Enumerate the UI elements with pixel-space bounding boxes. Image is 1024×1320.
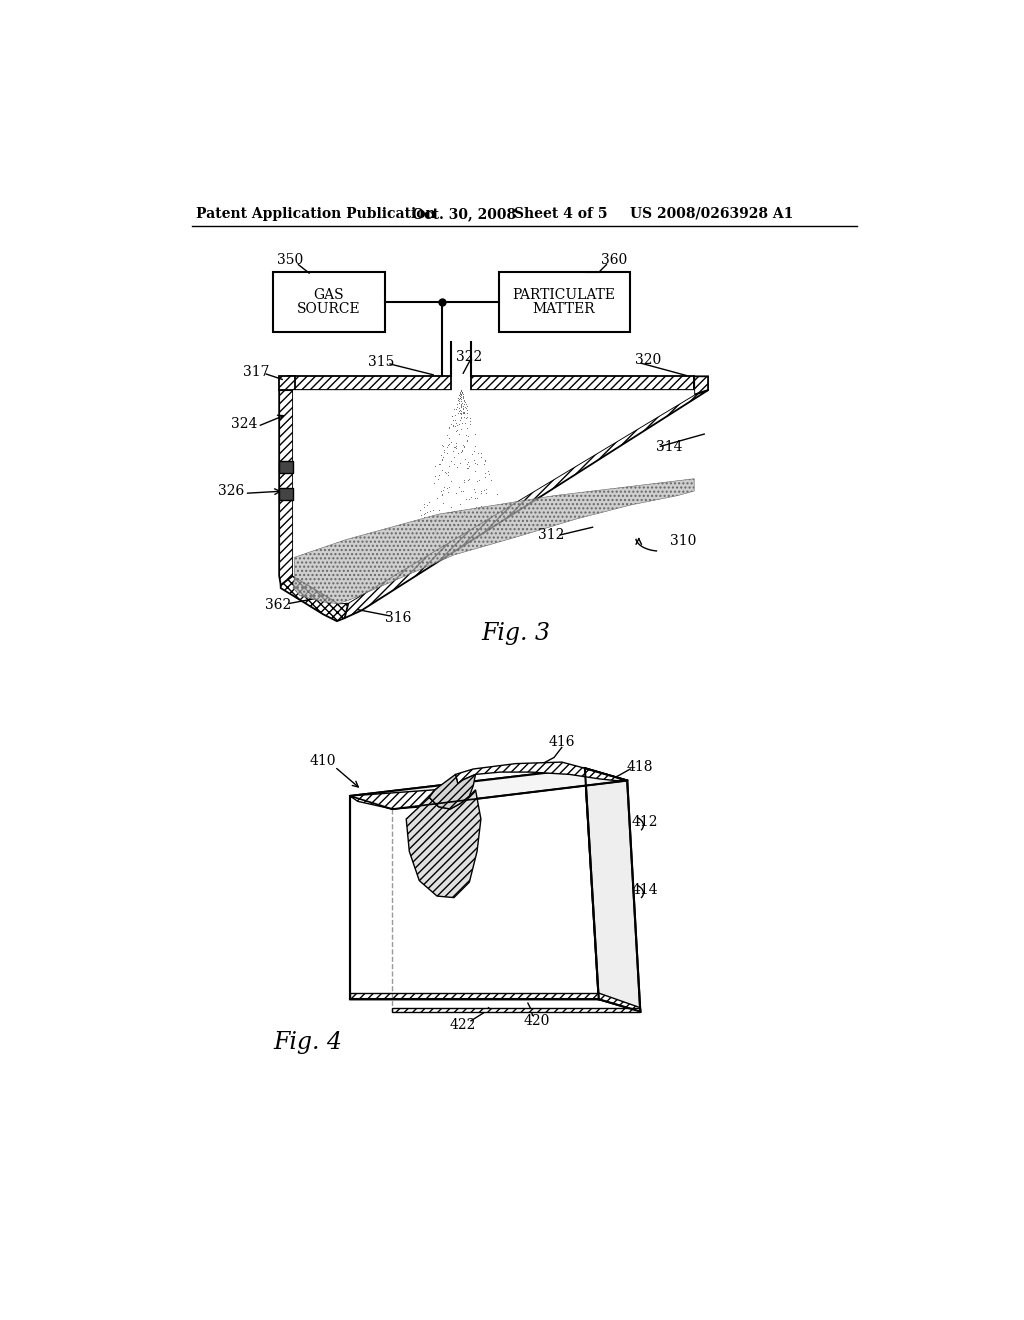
- Polygon shape: [293, 479, 694, 603]
- Polygon shape: [471, 376, 694, 391]
- Bar: [273, 272, 385, 333]
- Text: 416: 416: [549, 735, 575, 748]
- Text: 317: 317: [243, 366, 269, 379]
- Text: 314: 314: [656, 440, 683, 454]
- Text: 320: 320: [635, 354, 662, 367]
- Polygon shape: [585, 768, 640, 1011]
- Polygon shape: [599, 993, 640, 1011]
- Polygon shape: [456, 762, 628, 784]
- Text: 412: 412: [632, 816, 658, 829]
- Text: 418: 418: [627, 760, 653, 774]
- Polygon shape: [339, 391, 708, 618]
- Text: 324: 324: [231, 417, 258, 432]
- Bar: [280, 488, 293, 499]
- Text: 414: 414: [632, 883, 658, 896]
- Text: 326: 326: [217, 484, 244, 498]
- Text: GAS: GAS: [313, 289, 344, 302]
- Bar: [280, 461, 293, 473]
- Text: 310: 310: [671, 535, 696, 548]
- Text: 362: 362: [265, 598, 292, 612]
- Text: MATTER: MATTER: [532, 302, 595, 317]
- Text: 422: 422: [450, 1018, 476, 1032]
- Polygon shape: [350, 768, 599, 999]
- Text: 316: 316: [385, 611, 412, 626]
- Polygon shape: [281, 576, 348, 622]
- Polygon shape: [350, 768, 628, 809]
- Text: Oct. 30, 2008: Oct. 30, 2008: [412, 207, 516, 220]
- Text: Fig. 3: Fig. 3: [481, 622, 550, 645]
- Polygon shape: [350, 993, 599, 999]
- Text: SOURCE: SOURCE: [297, 302, 360, 317]
- Text: 360: 360: [601, 253, 628, 267]
- Text: PARTICULATE: PARTICULATE: [513, 289, 615, 302]
- Polygon shape: [293, 391, 694, 603]
- Polygon shape: [694, 376, 708, 395]
- Polygon shape: [407, 789, 481, 898]
- Text: US 2008/0263928 A1: US 2008/0263928 A1: [630, 207, 793, 220]
- Polygon shape: [429, 775, 475, 809]
- Polygon shape: [350, 789, 435, 809]
- Text: Fig. 4: Fig. 4: [273, 1031, 342, 1053]
- Text: 322: 322: [457, 350, 482, 364]
- Bar: [499, 272, 630, 333]
- Polygon shape: [280, 391, 293, 589]
- Polygon shape: [289, 376, 451, 391]
- Text: 420: 420: [524, 1014, 550, 1028]
- Text: 312: 312: [538, 528, 564, 543]
- Text: 315: 315: [368, 355, 394, 368]
- Text: Sheet 4 of 5: Sheet 4 of 5: [514, 207, 607, 220]
- Text: Patent Application Publication: Patent Application Publication: [196, 207, 435, 220]
- Text: 410: 410: [310, 754, 336, 767]
- Polygon shape: [350, 796, 392, 809]
- Text: 350: 350: [276, 253, 303, 267]
- Polygon shape: [280, 376, 295, 391]
- Polygon shape: [392, 1007, 640, 1011]
